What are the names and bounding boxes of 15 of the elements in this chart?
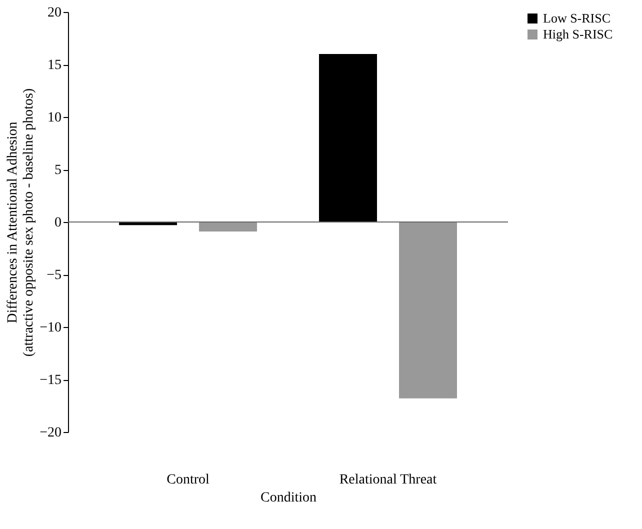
- y-tick-label: 0: [54, 216, 62, 230]
- x-axis-title: Condition: [260, 490, 317, 506]
- x-tick-label: Relational Threat: [339, 472, 437, 488]
- y-tick-label: 15: [48, 58, 62, 73]
- y-tick-label: 10: [48, 110, 62, 126]
- y-tick-label: −15: [40, 373, 62, 388]
- y-tick-label: −10: [40, 320, 62, 336]
- legend-label: Low S-RISC: [543, 10, 611, 26]
- legend-label: High S-RISC: [543, 26, 613, 42]
- y-axis-title: Differences in Attentional Adhesion (attractive opposite sex photo - baseline photos): [6, 88, 37, 357]
- y-tick-label: 5: [54, 163, 62, 178]
- y-tick-label: 20: [48, 6, 62, 20]
- y-tick-label: −5: [46, 268, 62, 283]
- x-tick-label: Control: [166, 472, 210, 488]
- y-tick-label: −20: [40, 426, 62, 440]
